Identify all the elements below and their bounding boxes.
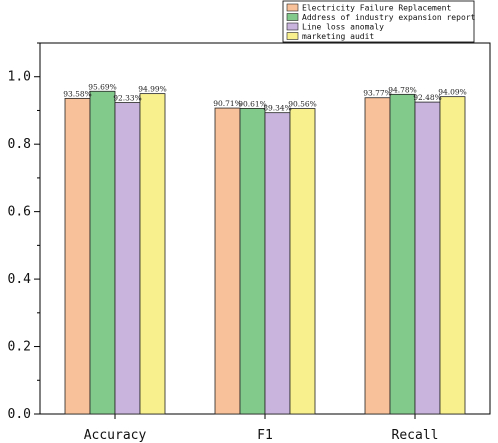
bar — [239, 107, 266, 415]
y-tick-label: 0.8 — [8, 137, 31, 152]
y-tick-label: 1.0 — [8, 70, 31, 85]
data-label: 92.48% — [413, 93, 442, 102]
bar — [89, 90, 116, 415]
y-axis: 0.0 0.2 0.4 0.6 0.8 1.0 — [8, 42, 40, 422]
legend-entry: Address of industry expansion report — [302, 13, 476, 22]
bar — [114, 102, 141, 415]
legend-swatch — [286, 22, 299, 31]
data-label: 92.33% — [113, 94, 142, 103]
legend-swatch — [286, 13, 299, 21]
data-label: 95.69% — [88, 82, 117, 91]
bar — [64, 97, 91, 415]
legend-swatch — [286, 32, 299, 40]
legend-swatch — [286, 3, 299, 12]
data-label: 94.78% — [388, 85, 417, 94]
data-label: 94.09% — [438, 88, 467, 97]
x-tick-label: Recall — [392, 428, 439, 443]
bar — [414, 101, 441, 415]
data-label: 89.34% — [263, 104, 292, 113]
x-tick-label: Accuracy — [84, 428, 147, 443]
bar — [364, 97, 391, 415]
x-tick-label: F1 — [257, 428, 273, 443]
data-label: 90.56% — [288, 100, 317, 109]
x-axis: Accuracy F1 Recall — [84, 414, 439, 443]
legend-entry: marketing audit — [302, 32, 374, 41]
data-label: 90.61% — [238, 99, 267, 108]
data-label: 93.77% — [363, 89, 392, 98]
y-tick-label: 0.0 — [8, 407, 31, 422]
data-labels: 93.58%95.69% 92.33%94.99% 90.71%90.61%89.3… — [63, 82, 467, 112]
y-tick-label: 0.2 — [8, 340, 31, 355]
bar — [439, 96, 466, 415]
bar — [214, 107, 241, 415]
bar — [389, 93, 416, 415]
data-label: 90.71% — [213, 99, 242, 108]
bar — [289, 108, 316, 415]
legend-entry: Electricity Failure Replacement — [302, 4, 451, 13]
y-tick-label: 0.4 — [8, 272, 32, 287]
bar — [139, 93, 166, 415]
data-label: 94.99% — [138, 85, 167, 94]
y-tick-label: 0.6 — [8, 205, 31, 220]
bar — [264, 112, 291, 415]
data-label: 93.58% — [63, 89, 92, 98]
bars — [64, 90, 466, 415]
legend-box — [282, 0, 475, 43]
legend-entry: Line loss anomaly — [302, 23, 384, 32]
